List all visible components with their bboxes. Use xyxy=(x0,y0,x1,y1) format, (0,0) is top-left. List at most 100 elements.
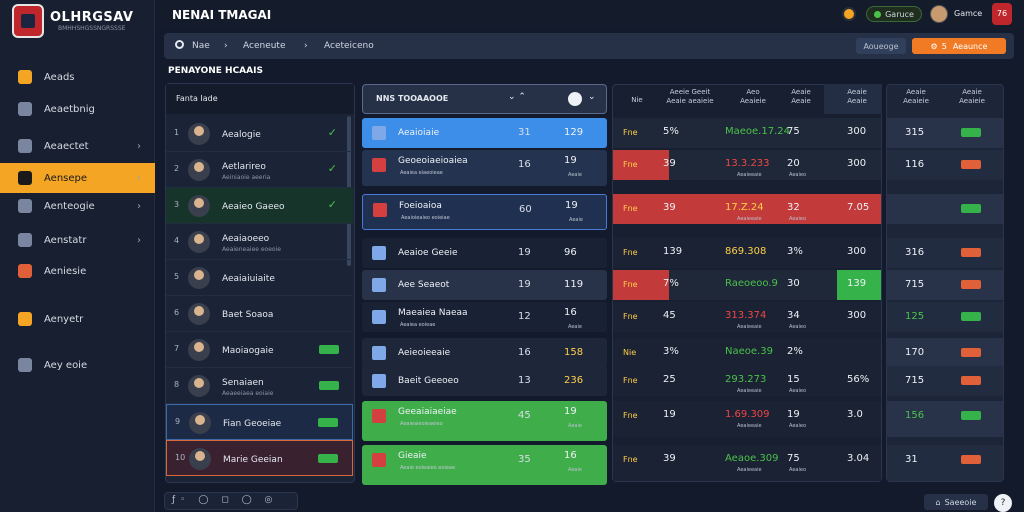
side-odds-row[interactable]: 116 xyxy=(887,150,1003,180)
player-row[interactable]: 3 Aeaieo Gaeeo ✓ xyxy=(166,188,353,224)
player-row[interactable]: 7 Maoiaogaie xyxy=(166,332,353,368)
odds-value: 158 xyxy=(564,347,584,358)
player-row[interactable]: 10 Marie Geeian xyxy=(166,440,353,476)
player-row[interactable]: 8 Senaiaen Aeaeeiaea eoiaie xyxy=(166,368,353,404)
match-row[interactable]: Foeioaioa Aeaioieaieo eoieiae 60 19 Aeaie xyxy=(362,194,607,230)
status-tag xyxy=(319,381,339,390)
odds-row[interactable]: Fne 39 17.Z.24 Aeaieeaie 32 Aeaieo 7.05 xyxy=(613,194,881,224)
odds-row[interactable]: Fne 39 Aeaoe.309 Aeaieeaie 75 Aeaieo 3.04 xyxy=(613,445,881,481)
odds-total: 139 xyxy=(847,278,867,289)
chevron-down-icon[interactable]: ⌄ xyxy=(588,92,596,102)
sidebar-item[interactable]: Aeads xyxy=(0,62,155,92)
action-button[interactable]: ⚙ 5 Aeaunce xyxy=(912,38,1006,54)
help-icon[interactable]: ? xyxy=(994,494,1012,512)
info-icon[interactable] xyxy=(568,92,582,106)
odds-pct: 45 xyxy=(663,310,676,321)
nav-icon xyxy=(18,171,32,185)
sort-icon[interactable]: ⌄ ⌃ xyxy=(508,92,526,102)
sidebar-item[interactable]: Aenyetr xyxy=(0,304,155,334)
side-odds-row[interactable]: 715 xyxy=(887,270,1003,300)
player-row[interactable]: 4 Aeaiaoeeo Aeaieneaiee eoeoie xyxy=(166,224,353,260)
side-odds-row[interactable]: 170 xyxy=(887,338,1003,368)
match-row[interactable]: Aeieoieeaie 16 158 xyxy=(362,338,607,368)
match-row[interactable]: Baeit Geeoeo 13 236 xyxy=(362,366,607,396)
odds-row[interactable]: Fne 19 1.69.309 Aeaieeaie 19 Aeaieo 3.0 xyxy=(613,401,881,437)
odds-line: 1.69.309 xyxy=(725,409,770,420)
odds-value: 30 xyxy=(787,278,800,289)
odds-flag: Fne xyxy=(623,455,638,464)
sidebar-item[interactable]: Aensepe › xyxy=(0,163,155,193)
player-row[interactable]: 1 Aealogie ✓ xyxy=(166,116,353,152)
odds-row[interactable]: Fne 45 313.374 Aeaieeaie 34 Aeaieo 300 xyxy=(613,302,881,332)
user-avatar[interactable] xyxy=(930,5,948,23)
player-row[interactable]: 9 Fian Geoeiae xyxy=(166,404,353,440)
sidebar-item[interactable]: Aeaectet › xyxy=(0,131,155,161)
odds-row[interactable]: Fne 139 869.308 3% 300 xyxy=(613,238,881,268)
sidebar-item-label: Aeaectet xyxy=(44,140,89,152)
team-icon xyxy=(372,453,386,467)
odds-flag: Nie xyxy=(623,348,637,357)
odds-value: 75 xyxy=(787,453,800,464)
side-odds-row[interactable]: 316 xyxy=(887,238,1003,268)
match-row[interactable]: Aeaioe Geeie 19 96 xyxy=(362,238,607,268)
side-odds-row[interactable]: 715 xyxy=(887,366,1003,396)
odds-column-header: Aeaie Aeaie xyxy=(847,88,867,105)
player-avatar xyxy=(188,267,210,289)
team-name: Foeioaioa xyxy=(399,201,442,211)
player-name: Marie Geeian xyxy=(223,455,283,465)
sidebar-item[interactable]: Aenstatr › xyxy=(0,225,155,255)
side-odds-tag xyxy=(961,348,981,357)
sidebar-item[interactable]: Aeaetbnig xyxy=(0,94,155,124)
odds-row[interactable]: Fne 5% Maeoe.17.24 75 300 xyxy=(613,118,881,148)
match-row[interactable]: Geoeoiaeioaiea Aeaiea eiaeoieae 16 19 Aeaie xyxy=(362,150,607,186)
footer-icons[interactable]: ƒ◦ ◯ ◻ ◯ ◎ xyxy=(172,495,278,505)
match-row[interactable]: Aee Seaeot 19 119 xyxy=(362,270,607,300)
player-row[interactable]: 5 Aeaiaiuiaite xyxy=(166,260,353,296)
odds-value: 19 xyxy=(787,409,800,420)
side-odds-value: 715 xyxy=(905,375,925,386)
odds-row[interactable]: Fne 39 13.3.233 Aeaieeaie 20 Aeaieo 300 xyxy=(613,150,881,180)
right-filter-button[interactable]: Aoueoge xyxy=(856,38,906,54)
match-row[interactable]: Aeaioiaie 31 129 xyxy=(362,118,607,148)
odds-row[interactable]: Fne 7% Raeoeoo.9 30 139 xyxy=(613,270,881,300)
team-name: Maeaiea Naeaa xyxy=(398,308,468,318)
odds-value: 16 xyxy=(564,307,577,318)
side-odds-row[interactable]: 156 xyxy=(887,401,1003,437)
side-odds-row[interactable]: 31 xyxy=(887,445,1003,481)
odds-row[interactable]: Fne 25 293.273 Aeaieeaie 15 Aeaieo 56% xyxy=(613,366,881,396)
player-row[interactable]: 6 Baet Soaoa xyxy=(166,296,353,332)
rank-badge[interactable]: 76 xyxy=(992,3,1012,25)
sidebar-item[interactable]: Aeniesie xyxy=(0,256,155,286)
match-row[interactable]: Gieaie Aeaie eoieaieo eoieae 35 16 Aeaie xyxy=(362,445,607,485)
team-icon xyxy=(372,126,386,140)
match-row[interactable]: Maeaiea Naeaa Aeaiea eoieae 12 16 Aeaie xyxy=(362,302,607,332)
footer-button[interactable]: ⌂ Saeeoie xyxy=(924,494,988,510)
side-odds-value: 156 xyxy=(905,410,925,421)
score-value: 31 xyxy=(518,127,531,138)
sidebar-item[interactable]: Aenteogie › xyxy=(0,191,155,221)
notification-icon[interactable] xyxy=(842,7,856,21)
team-icon xyxy=(372,346,386,360)
sidebar-item-label: Aensepe xyxy=(44,172,88,184)
side-odds-row[interactable]: 125 xyxy=(887,302,1003,332)
odds-column-header: Nie xyxy=(631,96,643,104)
odds-pct: 7% xyxy=(663,278,679,289)
odds-subtitle: Aeaie xyxy=(568,423,582,429)
side-odds-row[interactable]: 315 xyxy=(887,118,1003,148)
odds-total: 56% xyxy=(847,374,870,385)
side-odds-row[interactable] xyxy=(887,194,1003,224)
sidebar-item[interactable]: Aey eoie xyxy=(0,350,155,380)
odds-total: 3.0 xyxy=(847,409,863,420)
breadcrumb-1[interactable]: Aceneute xyxy=(243,41,286,51)
breadcrumb-2[interactable]: Aceteiceno xyxy=(324,41,374,51)
odds-subtitle: Aeaie xyxy=(568,172,582,178)
search-icon[interactable] xyxy=(175,40,184,49)
status-pill[interactable]: Garuce xyxy=(866,6,922,22)
odds-value-sub: Aeaieo xyxy=(789,172,806,178)
search-label[interactable]: Nae xyxy=(192,41,210,51)
odds-row[interactable]: Nie 3% Naeoe.39 2% xyxy=(613,338,881,368)
player-row[interactable]: 2 Aetlarireo Aeiniaoie aeeria ✓ xyxy=(166,152,353,188)
odds-line: Maeoe.17.24 xyxy=(725,126,790,137)
sidebar-item-label: Aenstatr xyxy=(44,234,87,246)
match-row[interactable]: Geeaiaiaeiae Aeaieaieoieaeieo 45 19 Aeaie xyxy=(362,401,607,441)
